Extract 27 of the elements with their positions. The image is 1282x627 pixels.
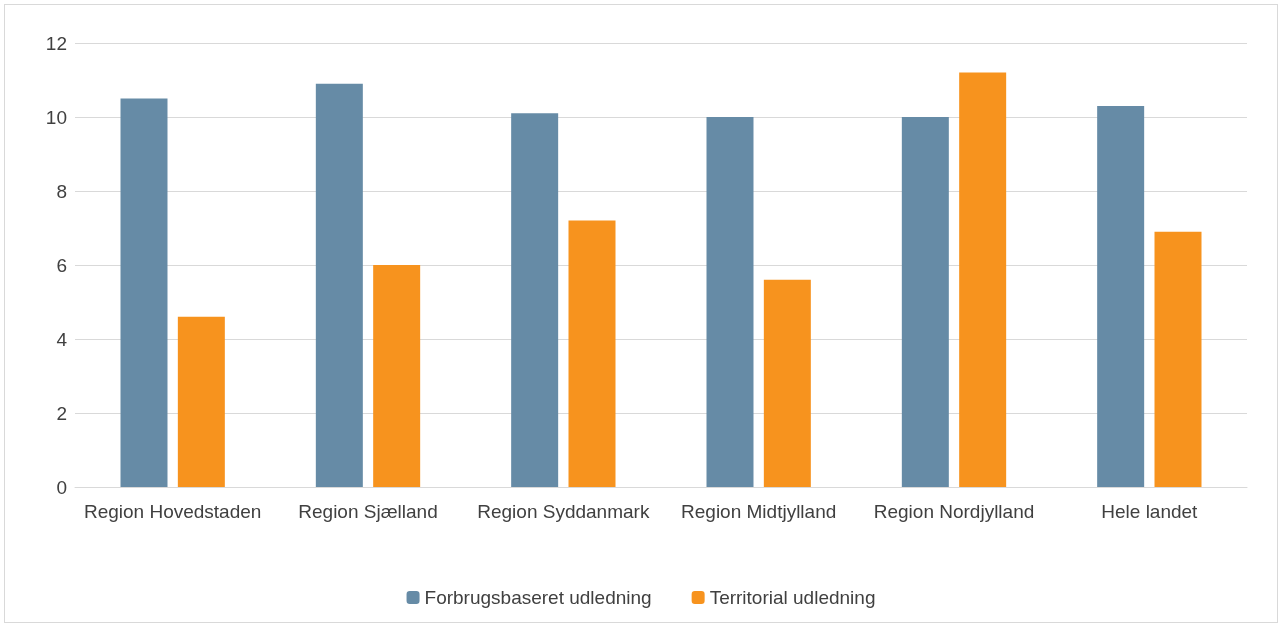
y-tick-label: 10 (45, 106, 67, 128)
y-tick-label: 8 (56, 180, 67, 202)
bar (1154, 231, 1202, 487)
bar (373, 265, 421, 487)
bar (1097, 105, 1145, 487)
y-tick-label: 6 (56, 254, 67, 276)
bar (763, 279, 811, 487)
x-tick-label: Region Nordjylland (873, 500, 1035, 522)
bar (511, 113, 559, 487)
bar (177, 316, 225, 487)
y-tick-label: 0 (56, 476, 67, 498)
bar (706, 117, 754, 487)
bar (568, 220, 616, 487)
x-tick-label: Region Midtjylland (681, 500, 837, 522)
legend-label: Forbrugsbaseret udledning (424, 587, 652, 608)
y-tick-label: 4 (56, 328, 68, 350)
x-tick-label: Region Syddanmark (477, 500, 650, 522)
x-tick-label: Region Hovedstaden (83, 500, 262, 522)
legend-label: Territorial udledning (709, 587, 876, 608)
y-tick-label: 2 (56, 402, 67, 424)
x-tick-label: Hele landet (1101, 500, 1199, 522)
bar (901, 117, 949, 487)
bar (315, 83, 363, 487)
bar (959, 72, 1007, 487)
bar (120, 98, 168, 487)
x-tick-label: Region Sjælland (298, 500, 438, 522)
y-tick-label: 12 (45, 32, 67, 54)
